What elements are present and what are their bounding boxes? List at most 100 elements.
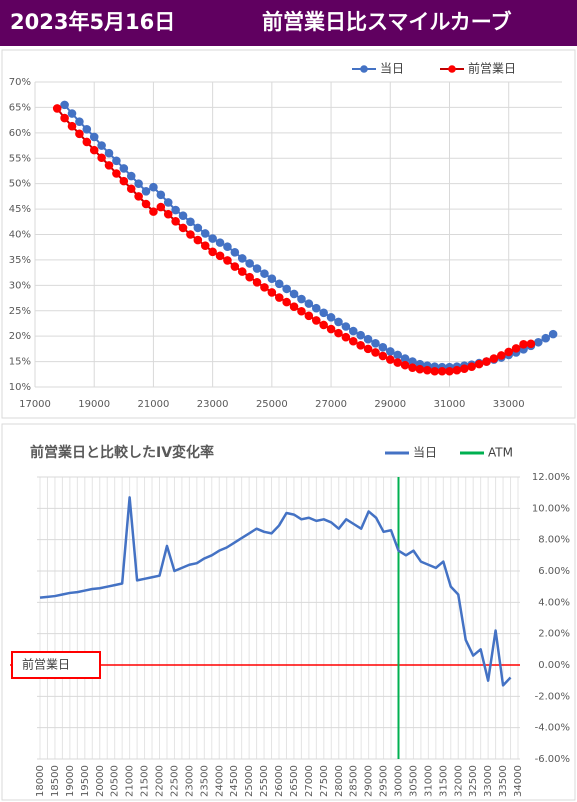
- series-line: [56, 107, 531, 373]
- x-tick-label: 21000: [138, 399, 170, 410]
- x-tick-label: 18000: [35, 765, 46, 797]
- y-tick-label: 2.00%: [538, 629, 570, 640]
- x-tick-label: 24500: [229, 765, 240, 797]
- y-tick-label: 30%: [9, 280, 31, 291]
- marker: [60, 113, 69, 123]
- marker: [267, 288, 277, 297]
- marker: [363, 344, 373, 354]
- marker: [400, 360, 410, 370]
- marker: [371, 348, 380, 357]
- marker: [82, 137, 92, 147]
- y-tick-label: 12.00%: [532, 472, 570, 483]
- legend-label: 前営業日: [468, 61, 516, 76]
- marker: [237, 267, 247, 276]
- marker: [348, 336, 358, 346]
- y-tick-label: 10%: [9, 382, 31, 393]
- x-tick-label: 25000: [256, 399, 288, 410]
- x-tick-label: 30000: [394, 765, 405, 797]
- x-tick-label: 28500: [349, 765, 360, 797]
- marker: [156, 190, 166, 200]
- marker: [378, 351, 388, 361]
- marker: [252, 277, 262, 287]
- marker: [534, 337, 543, 347]
- marker: [274, 279, 284, 289]
- marker: [200, 229, 210, 238]
- x-tick-label: 23000: [184, 765, 195, 797]
- marker: [223, 242, 232, 251]
- header-date: 2023年5月16日: [10, 10, 175, 34]
- x-tick-label: 18500: [50, 765, 61, 797]
- x-tick-label: 23500: [199, 765, 210, 797]
- marker: [511, 344, 521, 353]
- marker: [75, 117, 84, 126]
- marker: [341, 322, 351, 331]
- x-tick-label: 21000: [125, 765, 136, 797]
- x-tick-label: 27000: [315, 399, 347, 410]
- marker: [282, 297, 291, 307]
- marker: [304, 311, 314, 321]
- x-tick-label: 25000: [244, 765, 255, 797]
- marker: [171, 205, 180, 215]
- marker: [126, 171, 136, 181]
- y-tick-label: 20%: [9, 331, 31, 342]
- marker: [415, 364, 425, 374]
- marker: [326, 313, 336, 322]
- marker: [223, 256, 232, 265]
- marker: [504, 347, 514, 357]
- y-tick-label: 0.00%: [538, 660, 570, 671]
- marker: [104, 148, 114, 158]
- marker: [393, 358, 402, 367]
- marker: [297, 294, 306, 304]
- marker: [245, 259, 254, 268]
- y-tick-label: 40%: [9, 230, 31, 241]
- marker: [237, 254, 247, 263]
- marker: [326, 324, 336, 334]
- marker: [112, 156, 121, 166]
- marker: [408, 363, 417, 372]
- series-line: [63, 104, 554, 369]
- y-tick-label: 15%: [9, 357, 31, 368]
- y-tick-label: 60%: [9, 128, 31, 139]
- marker: [171, 216, 180, 226]
- marker: [452, 365, 462, 375]
- header-title: 前営業日比スマイルカーブ: [262, 10, 511, 34]
- x-tick-label: 17000: [19, 399, 51, 410]
- x-tick-label: 20500: [110, 765, 121, 797]
- x-tick-label: 25500: [259, 765, 270, 797]
- marker: [141, 199, 151, 209]
- marker: [178, 211, 188, 220]
- marker: [112, 169, 121, 178]
- x-tick-label: 26000: [274, 765, 285, 797]
- series-line: [39, 496, 512, 687]
- marker: [541, 333, 551, 343]
- x-tick-label: 20000: [95, 765, 106, 797]
- marker: [134, 179, 143, 188]
- marker: [385, 347, 395, 356]
- y-tick-label: 35%: [9, 255, 31, 266]
- marker: [356, 341, 365, 350]
- marker: [230, 262, 240, 271]
- marker: [208, 247, 217, 257]
- marker: [289, 289, 299, 299]
- x-tick-label: 19000: [65, 765, 76, 797]
- marker: [311, 316, 321, 325]
- marker: [60, 100, 69, 110]
- x-tick-label: 21500: [140, 765, 151, 797]
- marker: [378, 343, 388, 352]
- marker: [260, 269, 269, 278]
- marker: [215, 238, 225, 247]
- y-tick-label: 6.00%: [538, 566, 570, 577]
- marker: [156, 202, 166, 212]
- marker: [149, 207, 158, 216]
- marker: [97, 141, 106, 150]
- x-tick-label: 27500: [319, 765, 330, 797]
- legend-label: ATM: [488, 446, 513, 460]
- x-tick-label: 22500: [169, 765, 180, 797]
- marker: [437, 366, 447, 376]
- x-tick-label: 31000: [423, 765, 434, 797]
- marker: [497, 351, 506, 360]
- marker: [89, 145, 99, 155]
- marker: [82, 124, 92, 134]
- legend-marker: [360, 65, 368, 73]
